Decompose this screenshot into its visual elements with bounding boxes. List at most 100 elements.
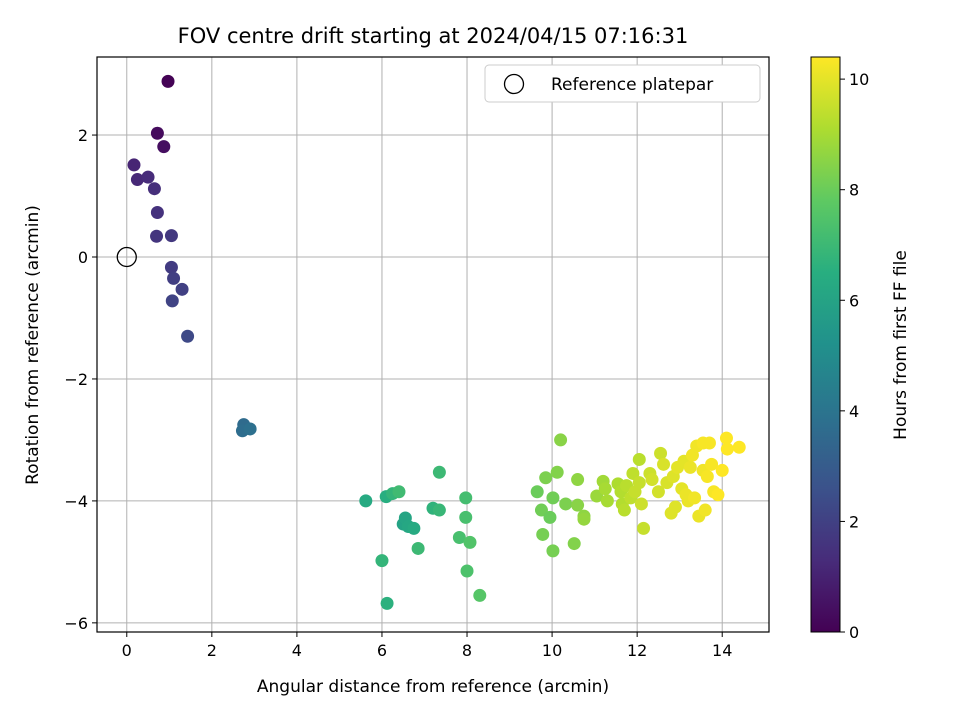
data-point xyxy=(392,485,406,499)
colorbar-tick-label: 6 xyxy=(849,291,859,310)
x-tick-label: 10 xyxy=(542,641,562,660)
data-point xyxy=(719,431,733,445)
axis-ticks: 0 2 4 6 8 10 12 14 −6 −4 −2 0 2 xyxy=(64,126,732,660)
data-point xyxy=(645,473,659,487)
data-point xyxy=(571,498,585,512)
colorbar-label: Hours from first FF file xyxy=(891,250,911,440)
data-point xyxy=(720,442,734,456)
colorbar-ticks: 0 2 4 6 8 10 xyxy=(840,70,869,642)
data-point xyxy=(654,446,668,460)
x-tick-label: 12 xyxy=(627,641,647,660)
data-point xyxy=(559,497,573,511)
colorbar-tick-label: 10 xyxy=(849,70,869,89)
data-point xyxy=(459,510,473,524)
x-axis-label: Angular distance from reference (arcmin) xyxy=(257,677,609,697)
data-point xyxy=(683,460,697,474)
data-point xyxy=(150,229,164,243)
data-point xyxy=(359,494,373,508)
data-point xyxy=(651,485,665,499)
data-point xyxy=(598,482,612,496)
x-tick-label: 4 xyxy=(292,641,302,660)
data-point xyxy=(711,488,725,502)
x-tick-label: 6 xyxy=(377,641,387,660)
colorbar-tick-label: 4 xyxy=(849,402,859,421)
data-point xyxy=(164,229,178,243)
data-point xyxy=(150,205,164,219)
data-point xyxy=(600,494,614,508)
data-point xyxy=(452,530,466,544)
y-tick-label: 0 xyxy=(78,248,88,267)
reference-platepar-marker xyxy=(116,246,137,268)
data-point xyxy=(546,544,560,558)
data-point xyxy=(637,521,651,535)
data-point xyxy=(407,521,421,535)
colorbar-tick-label: 0 xyxy=(849,623,859,642)
data-point xyxy=(460,564,474,578)
colorbar-tick-label: 8 xyxy=(849,181,859,200)
data-point xyxy=(147,182,161,196)
data-point xyxy=(161,74,175,88)
colorbar-gradient xyxy=(810,56,841,633)
data-point xyxy=(141,170,155,184)
data-point xyxy=(554,433,568,447)
data-point xyxy=(657,457,671,471)
data-point xyxy=(432,465,446,479)
data-point xyxy=(536,527,550,541)
data-point xyxy=(167,271,181,285)
x-tick-label: 14 xyxy=(712,641,732,660)
y-axis-label: Rotation from reference (arcmin) xyxy=(23,205,43,485)
data-point xyxy=(702,436,716,450)
y-tick-label: −4 xyxy=(64,492,88,511)
data-point xyxy=(539,471,553,485)
legend: Reference platepar xyxy=(484,64,761,103)
data-point xyxy=(243,422,257,436)
chart-title: FOV centre drift starting at 2024/04/15 … xyxy=(178,24,689,48)
data-points xyxy=(116,74,746,610)
x-tick-label: 8 xyxy=(462,641,472,660)
plot-frame xyxy=(96,56,770,633)
data-point xyxy=(463,535,477,549)
data-point xyxy=(634,497,648,511)
data-point xyxy=(567,537,581,551)
data-point xyxy=(632,452,646,466)
y-tick-label: −6 xyxy=(64,614,88,633)
colorbar-tick-label: 2 xyxy=(849,512,859,531)
x-tick-label: 2 xyxy=(207,641,217,660)
data-point xyxy=(732,440,746,454)
legend-box xyxy=(484,64,761,103)
data-point xyxy=(127,158,141,172)
data-point xyxy=(130,173,144,187)
legend-label-reference: Reference platepar xyxy=(551,75,713,95)
data-point xyxy=(459,491,473,505)
grid xyxy=(97,57,769,632)
data-point xyxy=(546,491,560,505)
legend-reference-marker xyxy=(503,73,525,95)
data-point xyxy=(175,282,189,296)
data-point xyxy=(473,588,487,602)
data-point xyxy=(571,473,585,487)
data-point xyxy=(550,465,564,479)
data-point xyxy=(668,500,682,514)
data-point xyxy=(543,510,557,524)
data-point xyxy=(590,489,604,503)
data-point xyxy=(700,470,714,484)
data-point xyxy=(534,503,548,517)
data-point xyxy=(165,294,179,308)
data-point xyxy=(698,503,712,517)
data-point xyxy=(688,491,702,505)
data-point xyxy=(705,457,719,471)
data-point xyxy=(181,329,195,343)
data-point xyxy=(411,541,425,555)
data-point xyxy=(577,512,591,526)
data-point xyxy=(157,140,171,154)
data-point xyxy=(164,260,178,274)
y-tick-label: −2 xyxy=(64,370,88,389)
data-point xyxy=(632,476,646,490)
y-tick-label: 2 xyxy=(78,126,88,145)
data-point xyxy=(626,466,640,480)
data-point xyxy=(150,126,164,140)
data-point xyxy=(715,463,729,477)
colorbar: 0 2 4 6 8 10 Hours from first FF file xyxy=(810,56,911,642)
data-point xyxy=(617,503,631,517)
